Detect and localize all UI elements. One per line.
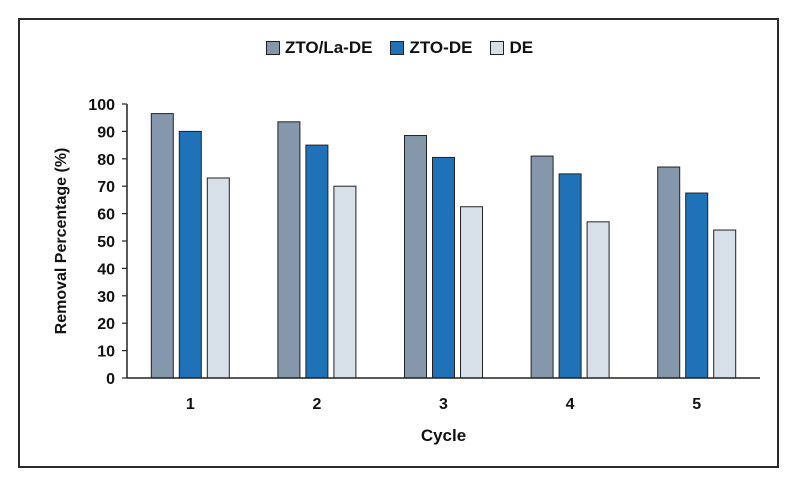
y-tick-label: 20 xyxy=(97,316,115,333)
y-axis-title: Removal Percentage (%) xyxy=(53,148,70,335)
y-tick-label: 100 xyxy=(88,97,115,114)
y-tick-label: 90 xyxy=(97,124,115,141)
y-tick-label: 50 xyxy=(97,234,115,251)
bar-zto-de-cycle-5 xyxy=(685,192,709,379)
y-tick-label: 0 xyxy=(106,371,115,388)
bar-zto-la-de-cycle-3 xyxy=(404,135,427,379)
bar-zto-la-de-cycle-5 xyxy=(657,166,681,379)
chart-frame xyxy=(18,18,779,468)
legend-label-zto-de: ZTO-DE xyxy=(409,38,473,57)
bar-de-cycle-1 xyxy=(206,177,230,379)
bar-zto-la-de-cycle-4 xyxy=(530,155,554,379)
y-tick-label: 10 xyxy=(97,344,115,361)
y-tick-label: 70 xyxy=(97,179,115,196)
bar-de-cycle-2 xyxy=(333,185,357,379)
bar-zto-de-cycle-1 xyxy=(178,130,202,379)
chart-legend: ZTO/La-DE ZTO-DE DE xyxy=(0,38,799,58)
x-tick-label: 2 xyxy=(312,396,321,413)
x-tick-label: 3 xyxy=(439,396,448,413)
y-tick-label: 40 xyxy=(97,261,115,278)
bar-zto-de-cycle-3 xyxy=(432,156,455,379)
bar-zto-de-cycle-4 xyxy=(558,173,582,379)
legend-item-zto-de: ZTO-DE xyxy=(390,38,472,58)
bar-de-cycle-4 xyxy=(586,221,610,379)
bar-zto-la-de-cycle-2 xyxy=(277,121,301,379)
legend-swatch-zto-de xyxy=(390,41,405,55)
y-tick-label: 60 xyxy=(97,207,115,224)
legend-item-de: DE xyxy=(490,38,533,58)
bar-zto-la-de-cycle-1 xyxy=(150,113,174,379)
bar-zto-de-cycle-2 xyxy=(305,144,329,379)
x-axis-title: Cycle xyxy=(421,426,466,445)
legend-item-zto-la-de: ZTO/La-DE xyxy=(265,38,373,58)
y-tick-label: 80 xyxy=(97,152,115,169)
x-tick-label: 1 xyxy=(186,396,195,413)
x-tick-label: 5 xyxy=(692,396,701,413)
x-tick-label: 4 xyxy=(566,396,575,413)
y-tick-label: 30 xyxy=(97,289,115,306)
legend-label-de: DE xyxy=(509,38,534,57)
bar-de-cycle-5 xyxy=(713,229,737,379)
legend-swatch-zto-la-de xyxy=(265,41,280,55)
legend-label-zto-la-de: ZTO/La-DE xyxy=(284,38,373,57)
bar-de-cycle-3 xyxy=(460,206,483,379)
legend-swatch-de xyxy=(490,41,505,55)
